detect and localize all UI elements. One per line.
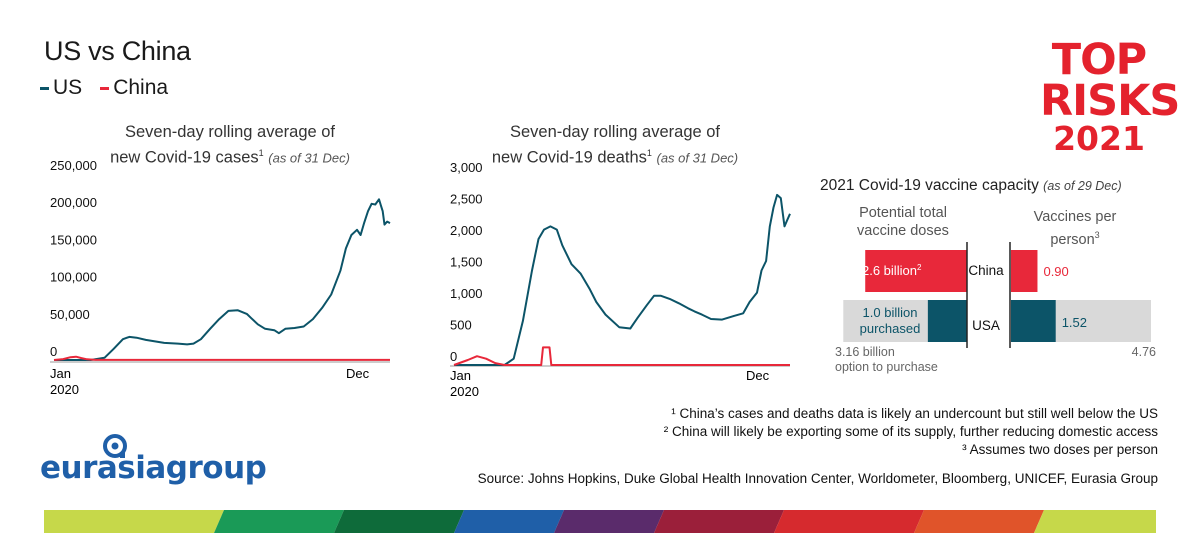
deaths-y-tick: 3,000 xyxy=(450,160,483,175)
category-usa: USA xyxy=(972,318,1000,333)
legend-label-china: China xyxy=(113,76,169,99)
vaccine-right-head-line1: Vaccines per xyxy=(1033,209,1117,225)
deaths-x-tick-dec: Dec xyxy=(746,368,770,383)
cases-line-us xyxy=(54,198,391,361)
eurasia-globe-icon xyxy=(103,434,127,458)
deaths-x-tick-jan: Jan xyxy=(450,368,471,383)
cases-title-main: new Covid-19 cases xyxy=(110,148,259,167)
stripe-seg-7 xyxy=(774,510,924,533)
deaths-y-tick: 0 xyxy=(450,349,457,364)
cases-y-tick: 0 xyxy=(50,344,57,359)
eurasia-group-wordmark: eurasiagroup xyxy=(40,450,267,486)
deaths-y-tick: 2,000 xyxy=(450,223,483,238)
deaths-chart-title: Seven-day rolling average of new Covid-1… xyxy=(445,122,785,169)
deaths-y-tick: 1,500 xyxy=(450,255,483,270)
brand-line-risks: RISKS xyxy=(1040,76,1180,126)
deaths-chart: 3,000 2,500 2,000 1,500 1,000 500 0 Jan 2020 D… xyxy=(450,160,791,399)
deaths-title-line1: Seven-day rolling average of xyxy=(509,123,721,141)
stripe-seg-3 xyxy=(334,510,464,533)
bar-china-doses-label: 2.6 billion2 xyxy=(862,263,922,278)
vaccine-left-head-line1: Potential total xyxy=(859,205,947,221)
cases-y-tick: 250,000 xyxy=(50,160,97,173)
top-risks-logo: TOP RISKS 2021 xyxy=(1040,35,1180,158)
legend-swatch-china xyxy=(100,86,110,90)
cases-y-tick: 200,000 xyxy=(50,195,97,210)
cases-title-line2: new Covid-19 cases1 (as of 31 Dec) xyxy=(60,143,400,169)
vaccine-title-note: (as of 29 Dec) xyxy=(1043,179,1122,193)
bar-china-pp xyxy=(1011,250,1038,292)
bar-usa-doses xyxy=(927,300,967,342)
vaccine-left-head: Potential total vaccine doses xyxy=(836,204,970,240)
bar-usa-doses-label2: purchased xyxy=(860,321,921,336)
deaths-title-main: new Covid-19 deaths xyxy=(491,148,647,167)
deaths-x-tick-year: 2020 xyxy=(450,384,479,399)
usa-option-label2: option to purchase xyxy=(835,360,938,374)
page-title: US vs China xyxy=(44,36,191,66)
stripe-seg-8 xyxy=(914,510,1044,533)
deaths-y-tick: 1,000 xyxy=(450,286,483,301)
legend-label-us: US xyxy=(53,76,83,99)
stripe-seg-5 xyxy=(554,510,664,533)
cases-y-tick: 50,000 xyxy=(50,307,90,322)
category-china: China xyxy=(968,263,1004,278)
cases-chart-title: Seven-day rolling average of new Covid-1… xyxy=(60,122,400,169)
bar-china-doses-value: 2.6 billion xyxy=(862,263,917,278)
deaths-y-tick: 500 xyxy=(450,318,472,333)
cases-title-sup: 1 xyxy=(258,148,264,158)
cases-title-line1: Seven-day rolling average of xyxy=(124,123,336,141)
deaths-title-note: (as of 31 Dec) xyxy=(656,150,739,166)
legend-item-china: China xyxy=(100,76,168,100)
footnote-1: ¹ China’s cases and deaths data is likel… xyxy=(671,406,1158,421)
bar-usa-pp xyxy=(1011,300,1056,342)
usa-option-label1: 3.16 billion xyxy=(835,345,895,359)
cases-line-china xyxy=(53,355,390,361)
deaths-line-us xyxy=(454,193,791,366)
source-note: Source: Johns Hopkins, Duke Global Healt… xyxy=(477,471,1158,486)
vaccine-right-head-line2: person3 xyxy=(1020,226,1130,249)
deaths-title-sup: 1 xyxy=(646,148,652,158)
vaccine-title-main: 2021 Covid-19 vaccine capacity xyxy=(820,177,1039,194)
deaths-title-line2: new Covid-19 deaths1 (as of 31 Dec) xyxy=(445,143,785,169)
stripe-seg-2 xyxy=(214,510,344,533)
stripe-seg-6 xyxy=(654,510,784,533)
bar-china-pp-label: 0.90 xyxy=(1043,264,1068,279)
vaccine-right-head: Vaccines per person3 xyxy=(1020,208,1130,249)
cases-x-tick-year: 2020 xyxy=(50,382,79,397)
usa-option-pp-label: 4.76 xyxy=(1132,345,1156,359)
stripe-seg-4 xyxy=(454,510,564,533)
legend-swatch-us xyxy=(40,86,49,90)
bar-china-doses xyxy=(865,250,967,292)
footnote-3: ³ Assumes two doses per person xyxy=(962,442,1158,457)
decorative-stripe xyxy=(44,510,1156,533)
cases-y-tick: 150,000 xyxy=(50,232,97,247)
cases-x-tick-jan: Jan xyxy=(50,366,71,381)
legend: US China xyxy=(40,76,168,100)
vaccine-chart: 2.6 billion2 1.0 billion purchased China… xyxy=(835,242,1156,374)
deaths-y-tick: 2,500 xyxy=(450,192,483,207)
brand-line-year: 2021 xyxy=(1053,119,1145,158)
vaccine-left-head-line2: vaccine doses xyxy=(857,223,949,239)
vaccine-right-head-main: person xyxy=(1050,231,1095,248)
bar-usa-pp-label: 1.52 xyxy=(1062,315,1087,330)
vaccine-right-head-sup: 3 xyxy=(1094,230,1100,240)
bar-usa-doses-label1: 1.0 billion xyxy=(863,305,918,320)
cases-x-tick-dec: Dec xyxy=(346,366,370,381)
footnote-2: ² China will likely be exporting some of… xyxy=(663,424,1158,439)
deaths-line-china xyxy=(453,346,790,366)
cases-y-tick: 100,000 xyxy=(50,270,97,285)
legend-item-us: US xyxy=(40,76,82,100)
stripe-seg-1 xyxy=(44,510,224,533)
vaccine-title: 2021 Covid-19 vaccine capacity (as of 29… xyxy=(820,177,1122,195)
brand-line-top: TOP xyxy=(1051,35,1147,85)
cases-title-note: (as of 31 Dec) xyxy=(268,150,350,166)
stripe-seg-9 xyxy=(1034,510,1156,533)
bar-china-doses-sup: 2 xyxy=(917,263,922,272)
